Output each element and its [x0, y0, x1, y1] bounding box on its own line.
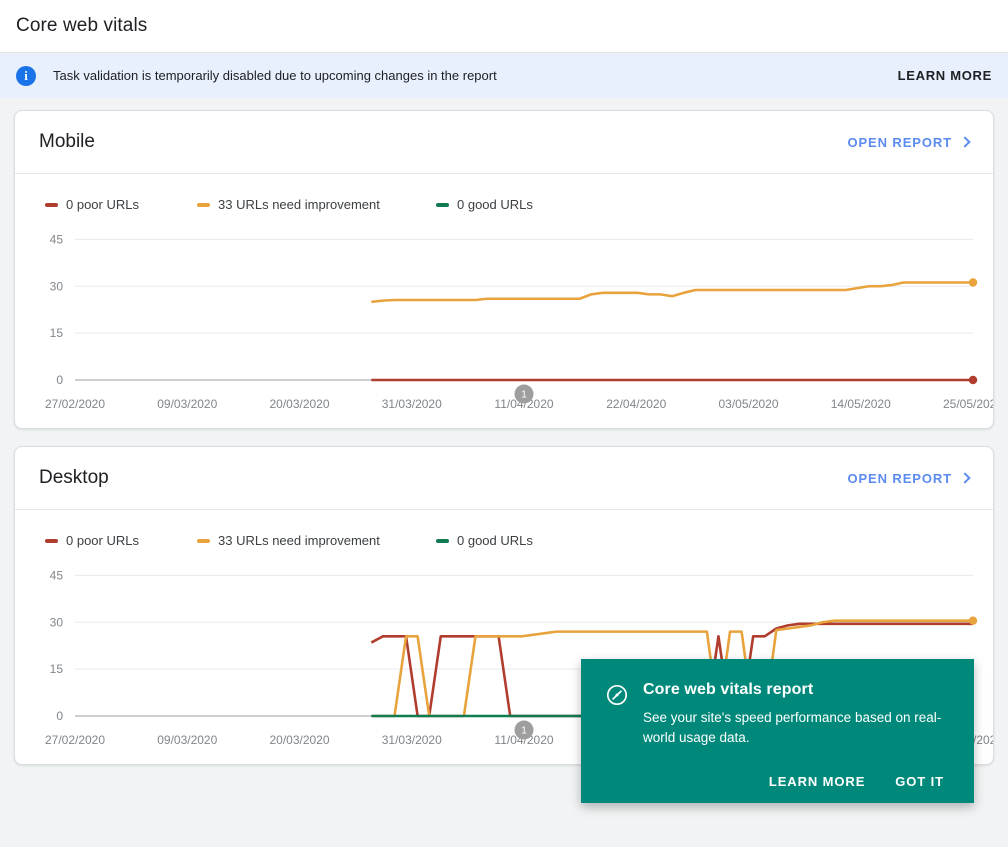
legend-item-needs-improvement[interactable]: 33 URLs need improvement — [197, 197, 436, 212]
svg-text:22/04/2020: 22/04/2020 — [606, 397, 666, 411]
legend-label-poor: 0 poor URLs — [66, 197, 139, 212]
page-titlebar: Core web vitals — [0, 0, 1008, 53]
legend-item-poor[interactable]: 0 poor URLs — [45, 197, 197, 212]
promo-description: See your site's speed performance based … — [643, 710, 942, 745]
svg-text:15: 15 — [50, 662, 64, 676]
legend-desktop: 0 poor URLs 33 URLs need improvement 0 g… — [15, 510, 993, 554]
svg-text:30: 30 — [50, 279, 64, 293]
svg-text:20/03/2020: 20/03/2020 — [269, 733, 329, 747]
chevron-right-icon — [959, 471, 971, 484]
legend-label-needs-improvement: 33 URLs need improvement — [218, 197, 380, 212]
legend-swatch-needs-improvement — [197, 202, 210, 207]
speedometer-icon — [605, 681, 643, 748]
banner-learn-more-button[interactable]: LEARN MORE — [897, 68, 992, 83]
svg-text:45: 45 — [50, 232, 64, 246]
cards-area: Mobile OPEN REPORT 0 poor URLs 33 URLs n… — [0, 98, 1008, 765]
legend-swatch-poor — [45, 538, 58, 543]
legend-label-poor: 0 poor URLs — [66, 533, 139, 548]
svg-text:27/02/2020: 27/02/2020 — [45, 733, 105, 747]
promo-title: Core web vitals report — [643, 681, 814, 698]
svg-text:30: 30 — [50, 615, 64, 629]
chart-mobile[interactable]: 0 15 30 45 27/02/2020 09/03/2020 20/03/2020 31/… — [15, 218, 993, 428]
svg-text:25/05/2020: 25/05/2020 — [943, 397, 993, 411]
svg-text:09/03/2020: 09/03/2020 — [157, 397, 217, 411]
legend-label-good: 0 good URLs — [457, 533, 533, 548]
svg-text:11/04/2020: 11/04/2020 — [494, 397, 553, 411]
legend-item-good[interactable]: 0 good URLs — [436, 197, 533, 212]
legend-item-poor[interactable]: 0 poor URLs — [45, 533, 197, 548]
card-desktop: Desktop OPEN REPORT 0 poor URLs 33 URLs … — [14, 446, 994, 765]
open-report-label: OPEN REPORT — [847, 134, 952, 150]
card-title-desktop: Desktop — [39, 467, 109, 488]
open-report-label: OPEN REPORT — [847, 470, 952, 486]
svg-text:11/04/2020: 11/04/2020 — [494, 733, 553, 747]
promo-learn-more-button[interactable]: LEARN MORE — [768, 774, 866, 789]
svg-text:27/02/2020: 27/02/2020 — [45, 397, 105, 411]
info-icon: i — [16, 65, 36, 86]
legend-label-needs-improvement: 33 URLs need improvement — [218, 533, 380, 548]
svg-text:0: 0 — [56, 709, 63, 723]
promo-got-it-button[interactable]: GOT IT — [895, 774, 944, 789]
legend-label-good: 0 good URLs — [457, 197, 533, 212]
svg-text:03/05/2020: 03/05/2020 — [718, 397, 778, 411]
legend-swatch-needs-improvement — [197, 538, 210, 543]
promo-tooltip: Core web vitals report See your site's s… — [581, 659, 974, 803]
legend-swatch-good — [436, 202, 449, 207]
info-banner: i Task validation is temporarily disable… — [0, 53, 1008, 98]
card-mobile: Mobile OPEN REPORT 0 poor URLs 33 URLs n… — [14, 110, 994, 429]
svg-text:14/05/2020: 14/05/2020 — [831, 397, 891, 411]
svg-text:31/03/2020: 31/03/2020 — [382, 397, 442, 411]
svg-text:45: 45 — [50, 568, 64, 582]
chart-svg-mobile: 0 15 30 45 27/02/2020 09/03/2020 20/03/2020 31/… — [45, 232, 993, 411]
svg-text:31/03/2020: 31/03/2020 — [382, 733, 442, 747]
legend-swatch-poor — [45, 202, 58, 207]
open-report-button-mobile[interactable]: OPEN REPORT — [847, 134, 971, 150]
svg-text:1: 1 — [521, 390, 527, 401]
card-header-mobile: Mobile OPEN REPORT — [15, 111, 993, 174]
svg-text:1: 1 — [521, 726, 527, 737]
svg-text:0: 0 — [56, 373, 63, 387]
card-header-desktop: Desktop OPEN REPORT — [15, 447, 993, 510]
chevron-right-icon — [959, 135, 971, 148]
svg-text:09/03/2020: 09/03/2020 — [157, 733, 217, 747]
legend-swatch-good — [436, 538, 449, 543]
open-report-button-desktop[interactable]: OPEN REPORT — [847, 470, 971, 486]
legend-mobile: 0 poor URLs 33 URLs need improvement 0 g… — [15, 174, 993, 218]
page-title: Core web vitals — [16, 15, 148, 36]
legend-item-needs-improvement[interactable]: 33 URLs need improvement — [197, 533, 436, 548]
info-banner-text: Task validation is temporarily disabled … — [53, 68, 497, 83]
svg-text:20/03/2020: 20/03/2020 — [269, 397, 329, 411]
svg-text:15: 15 — [50, 326, 64, 340]
legend-item-good[interactable]: 0 good URLs — [436, 533, 533, 548]
card-title-mobile: Mobile — [39, 131, 95, 152]
